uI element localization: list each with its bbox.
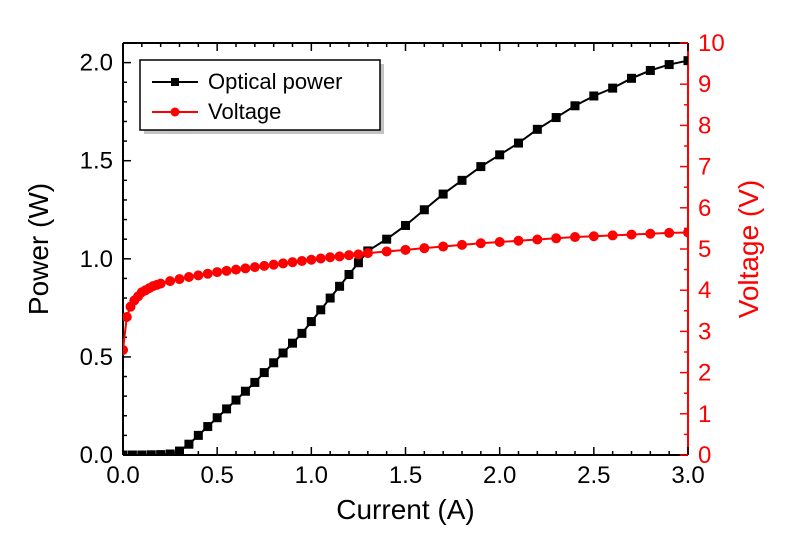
y-right-tick-label: 8: [698, 112, 711, 139]
y-right-tick-label: 5: [698, 236, 711, 263]
y-left-tick-label: 0.0: [80, 442, 113, 469]
y-right-tick-label: 1: [698, 401, 711, 428]
y-right-tick-label: 10: [698, 30, 725, 57]
x-axis-label: Current (A): [336, 494, 474, 525]
y-right-axis-label: Voltage (V): [733, 180, 764, 319]
dual-axis-chart: 0.00.51.01.52.02.53.0Current (A)0.00.51.…: [0, 0, 800, 554]
y-right-tick-label: 2: [698, 360, 711, 387]
legend-label: Optical power: [208, 69, 343, 94]
y-right-tick-label: 4: [698, 277, 711, 304]
x-tick-label: 1.0: [295, 462, 328, 489]
legend-label: Voltage: [208, 99, 281, 124]
x-tick-label: 2.0: [483, 462, 516, 489]
chart-svg: 0.00.51.01.52.02.53.0Current (A)0.00.51.…: [0, 0, 800, 554]
x-tick-label: 2.5: [577, 462, 610, 489]
x-tick-label: 1.5: [389, 462, 422, 489]
legend: Optical power Voltage: [140, 60, 384, 134]
y-right-tick-label: 6: [698, 195, 711, 222]
x-tick-label: 0.5: [200, 462, 233, 489]
y-left-tick-label: 0.5: [80, 344, 113, 371]
y-left-tick-label: 1.0: [80, 246, 113, 273]
y-right-tick-label: 7: [698, 154, 711, 181]
y-right-tick-label: 3: [698, 318, 711, 345]
y-left-axis-label: Power (W): [23, 183, 54, 315]
y-left-tick-label: 1.5: [80, 148, 113, 175]
y-right-tick-label: 9: [698, 71, 711, 98]
y-right-tick-label: 0: [698, 442, 711, 469]
y-left-tick-label: 2.0: [80, 50, 113, 77]
